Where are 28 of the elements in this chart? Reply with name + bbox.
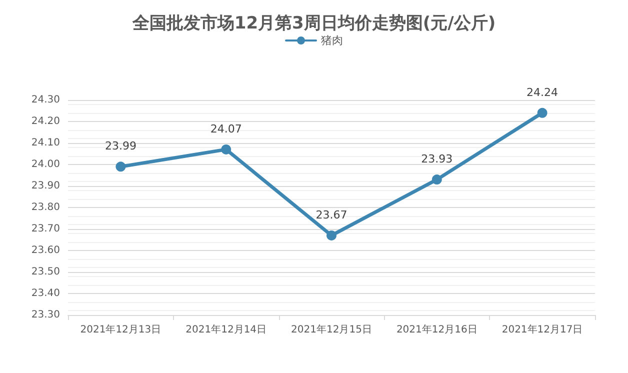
- x-tick-label: 2021年12月15日: [291, 324, 372, 336]
- point: [326, 230, 336, 240]
- y-tick-label: 24.30: [31, 94, 60, 106]
- point: [221, 144, 232, 154]
- data-label: 23.93: [421, 152, 453, 166]
- x-tick-label: 2021年12月16日: [396, 324, 478, 336]
- point: [537, 108, 548, 118]
- point: [432, 174, 442, 185]
- data-label: 23.67: [316, 208, 348, 222]
- y-tick-label: 24.10: [31, 138, 60, 148]
- y-tick-label: 24.00: [31, 159, 60, 170]
- y-tick-label: 23.80: [31, 202, 60, 213]
- y-tick-label: 24.20: [31, 116, 60, 127]
- chart-title: 全国批发市场12月第3周日均价走势图(元/公斤): [131, 14, 496, 34]
- y-tick-label: 23.70: [31, 224, 60, 234]
- y-tick-label: 23.60: [31, 245, 60, 256]
- y-tick-label: 23.40: [31, 288, 60, 299]
- x-tick-label: 2021年12月14日: [186, 324, 267, 336]
- y-tick-label: 23.30: [31, 310, 60, 320]
- data-label: 24.24: [526, 86, 558, 99]
- y-tick-label: 23.50: [31, 266, 60, 278]
- data-label: 24.07: [210, 122, 242, 136]
- y-tick-label: 23.90: [31, 180, 60, 192]
- legend-label: 猪肉: [321, 34, 343, 47]
- x-tick-label: 2021年12月13日: [80, 324, 162, 336]
- x-tick-label: 2021年12月17日: [502, 324, 583, 336]
- data-label: 23.99: [104, 140, 136, 153]
- point: [116, 162, 126, 172]
